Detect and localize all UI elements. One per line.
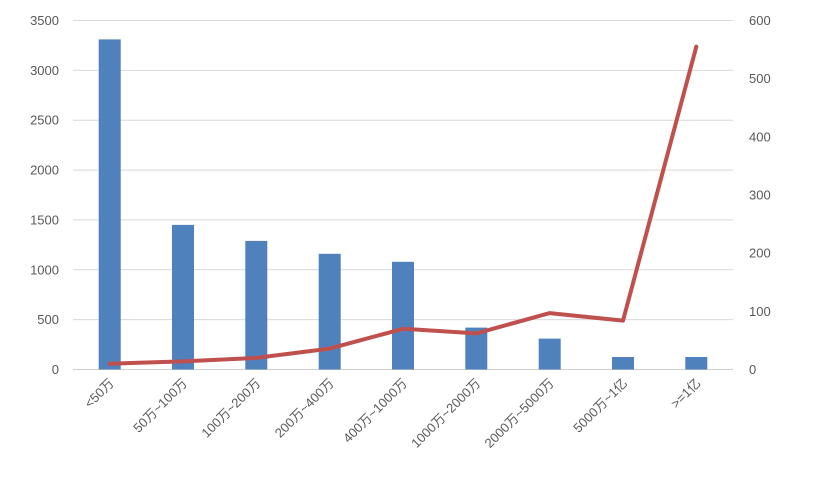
bar bbox=[98, 39, 121, 370]
bar bbox=[612, 357, 634, 370]
bar bbox=[172, 224, 194, 370]
bar bbox=[685, 357, 708, 370]
right-axis-tick-label: 400 bbox=[749, 129, 771, 144]
x-axis-category-label: 50万~100万 bbox=[130, 376, 190, 436]
x-axis-category-label: 5000万~1亿 bbox=[570, 376, 630, 436]
right-axis-tick-label: 300 bbox=[749, 188, 771, 203]
x-axis-category-label: 400万~1000万 bbox=[340, 376, 410, 446]
x-axis-category-label: 100万~200万 bbox=[198, 376, 263, 441]
left-axis-tick-label: 2000 bbox=[30, 163, 59, 178]
left-axis-tick-label: 3000 bbox=[30, 63, 59, 78]
right-axis-tick-label: 200 bbox=[749, 246, 771, 261]
left-axis-tick-label: 1500 bbox=[30, 212, 59, 227]
x-axis-category-label: 1000万~2000万 bbox=[408, 376, 483, 451]
right-axis-tick-label: 100 bbox=[749, 304, 771, 319]
line-series bbox=[107, 44, 699, 366]
left-axis-tick-label: 0 bbox=[52, 362, 59, 377]
right-axis-tick-label: 500 bbox=[749, 71, 771, 86]
right-axis-tick-label: 600 bbox=[749, 13, 771, 28]
x-axis-category-label: >=1亿 bbox=[668, 376, 704, 412]
left-axis-tick-label: 3500 bbox=[30, 13, 59, 28]
bar bbox=[538, 338, 561, 370]
right-axis-tick-label: 0 bbox=[749, 362, 756, 377]
bar bbox=[245, 240, 268, 370]
x-axis-category-label: 200万~400万 bbox=[272, 376, 337, 441]
bar bbox=[318, 253, 341, 370]
left-axis-tick-label: 500 bbox=[37, 312, 59, 327]
left-axis-tick-label: 2500 bbox=[30, 113, 59, 128]
left-axis-tick-label: 1000 bbox=[30, 262, 59, 277]
bar bbox=[392, 261, 414, 370]
bar bbox=[465, 327, 488, 370]
x-axis-category-label: 2000万~5000万 bbox=[482, 376, 557, 451]
x-axis-category-label: <50万 bbox=[81, 376, 116, 411]
